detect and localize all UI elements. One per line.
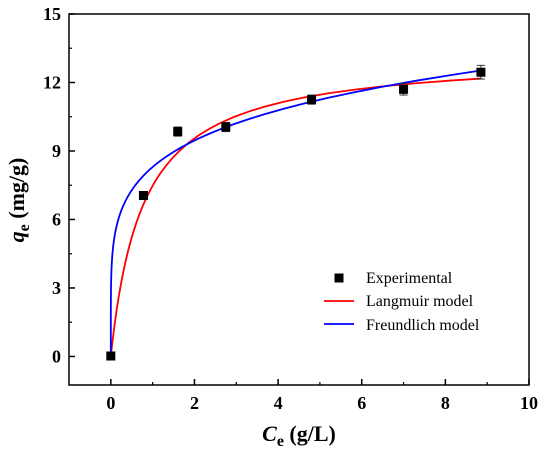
x-tick-label: 2 (190, 393, 199, 413)
data-point (173, 127, 183, 137)
plot-frame (68, 13, 530, 386)
data-point (138, 191, 148, 201)
data-point (399, 84, 409, 94)
y-tick-label: 0 (52, 346, 61, 366)
x-axis-title: Ce (g/L) (262, 421, 336, 450)
x-tick-label: 10 (520, 393, 538, 413)
x-tick-label: 0 (106, 393, 115, 413)
legend-label-experimental: Experimental (366, 270, 453, 287)
data-point (106, 351, 116, 361)
y-tick-label: 6 (52, 209, 61, 229)
y-tick-label: 9 (52, 141, 61, 161)
x-tick-label: 6 (357, 393, 366, 413)
x-axis: 0 2 4 6 8 10 (106, 379, 538, 413)
series-layer (106, 64, 486, 361)
legend: Experimental Langmuir model Freundlich m… (324, 270, 480, 334)
data-point (307, 95, 317, 105)
y-axis: 0 3 6 9 12 15 (43, 4, 75, 366)
x-tick-label: 8 (441, 393, 450, 413)
y-tick-label: 3 (52, 278, 61, 298)
data-point (476, 67, 486, 77)
legend-marker-experimental (334, 273, 344, 283)
x-tick-label: 4 (274, 393, 283, 413)
legend-label-freundlich: Freundlich model (366, 317, 480, 334)
langmuir-curve (109, 77, 481, 358)
data-point (221, 122, 231, 132)
legend-label-langmuir: Langmuir model (366, 293, 474, 310)
y-axis-title: qe (mg/g) (4, 158, 33, 243)
y-tick-label: 15 (43, 4, 61, 24)
freundlich-curve (109, 69, 482, 357)
y-tick-label: 12 (43, 72, 61, 92)
